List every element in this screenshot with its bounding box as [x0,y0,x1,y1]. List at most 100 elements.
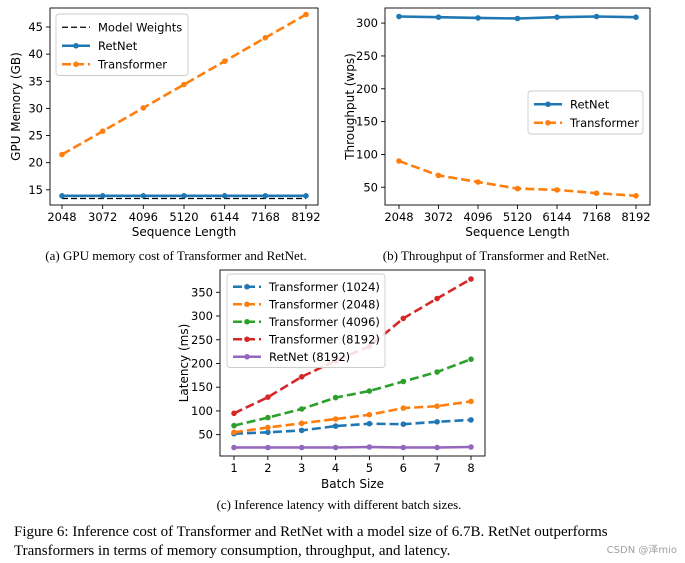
legend-label-transformer-8192: Transformer (8192) [268,332,380,346]
data-point-transformer-3072 [99,128,106,134]
data-point-retnet-8192-1 [231,444,237,451]
series-line-transformer-1024 [233,418,472,435]
data-point-transformer-2048-7 [434,403,440,410]
x-tick-label: 5 [366,461,373,475]
y-tick-label: 15 [28,183,43,197]
data-point-transformer-1024-5 [366,420,373,427]
series-transformer-2048 [231,398,474,436]
y-tick-label: 25 [28,129,43,143]
y-tick-label: 200 [191,356,213,370]
legend-marker-transformer [545,119,551,126]
x-tick-label: 8192 [291,210,320,224]
panel-b-throughput: 2048 3072 4096 5120 6144 7168 8192 50 100 150 200 2… [343,7,651,239]
x-tick-label: 7168 [251,210,280,224]
panel-c-latency: 1 2 3 4 5 6 7 8 50 100 150 200 250 300 350 Batch Size La… [177,269,486,491]
series-line-retnet-8192 [234,445,472,449]
y-tick-label: 50 [363,180,378,194]
legend-label-transformer-1024: Transformer (1024) [268,280,380,294]
data-point-transformer-2048-2 [265,424,271,431]
data-point-transformer-4096 [475,179,481,185]
legend-marker-transformer [73,61,79,68]
legend-marker-retnet [545,101,551,108]
data-point-transformer-2048-6 [400,405,407,411]
series-line-transformer-4096 [233,357,472,427]
data-point-retnet-8192-6 [400,444,407,451]
data-point-transformer-8192 [633,193,639,199]
y-tick-label: 350 [191,285,213,299]
data-point-retnet-8192-3 [298,444,305,451]
y-tick-label: 300 [191,309,213,323]
y-tick-label: 20 [28,156,43,170]
data-point-retnet-8192-2 [265,444,271,451]
legend-label-retnet-8192: RetNet (8192) [269,350,350,364]
x-tick-label: 7 [433,461,440,475]
y-tick-label: 150 [191,380,213,394]
legend-label-transformer: Transformer [569,116,639,130]
data-point-transformer-1024-4 [332,423,339,429]
data-point-transformer-2048-3 [298,420,305,427]
legend-marker-transformer-4096 [244,318,250,325]
legend-label-transformer-2048: Transformer (2048) [268,297,380,311]
data-point-retnet-8192-4 [332,444,339,451]
data-point-retnet-8192 [633,14,639,20]
data-point-transformer-2048-5 [366,411,373,418]
data-point-transformer-6144 [554,187,560,193]
series-retnet-8192 [231,444,474,451]
y-axis-label: Latency (ms) [177,324,191,403]
data-point-transformer-2048 [396,158,402,164]
data-point-transformer-5120 [181,81,187,88]
y-tick-label: 150 [356,115,378,129]
data-point-transformer-2048-4 [332,416,339,422]
y-tick-label: 250 [356,49,378,63]
data-point-transformer-4096-1 [231,422,237,429]
panel-a-gpu-memory: 2048 3072 4096 5120 6144 7168 8192 15 20 25 30 35 40… [9,7,321,239]
x-axis-label: Sequence Length [465,225,569,239]
x-tick-label: 5120 [503,210,532,224]
data-point-retnet-8192-5 [366,444,373,450]
data-point-retnet-5120 [181,193,187,199]
csdn-watermark: CSDN @泽mio [606,545,677,556]
x-tick-label: 1 [230,461,237,475]
series-transformer-4096 [231,356,474,429]
data-point-retnet-3072 [99,193,106,199]
y-tick-label: 35 [28,74,43,88]
plot-frame [219,269,486,457]
x-tick-label: 3072 [424,210,453,224]
data-point-retnet-8192 [303,193,309,199]
y-tick-label: 300 [356,16,378,30]
data-point-transformer-7168 [593,190,600,196]
data-point-transformer-4096-6 [400,378,407,385]
legend-marker-transformer-2048 [244,301,250,308]
data-point-retnet-5120 [514,15,521,22]
legend: Transformer (1024) Transformer (2048) Tran… [226,273,386,368]
series-transformer-1024 [231,417,474,437]
data-point-transformer-1024-7 [434,419,440,425]
data-point-transformer-2048-8 [468,398,474,405]
data-point-retnet-3072 [435,14,442,20]
legend-label-transformer-4096: Transformer (4096) [268,315,380,329]
x-tick-label: 3 [298,461,305,475]
legend-label-retnet: RetNet [98,39,138,53]
data-point-transformer-2048-1 [231,429,237,436]
data-point-transformer-5120 [514,185,521,192]
legend-marker-transformer-1024 [244,283,250,290]
data-point-retnet-7168 [262,193,269,199]
x-tick-label: 8192 [621,210,650,224]
data-point-transformer-4096-5 [366,388,373,394]
legend-box [55,13,189,76]
y-tick-label: 50 [198,428,213,442]
series-line-transformer-2048 [233,400,472,434]
series-transformer [396,158,639,199]
x-tick-label: 4096 [463,210,492,224]
data-point-retnet-7168 [593,13,600,20]
x-tick-label: 6 [400,461,407,475]
y-tick-label: 40 [28,47,43,61]
y-tick-label: 100 [191,404,213,418]
legend-label-model-weights: Model Weights [98,20,182,34]
series-retnet [396,13,639,22]
data-point-retnet-8192-7 [434,444,440,451]
x-tick-label: 7168 [582,210,611,224]
data-point-transformer-6144 [221,58,228,64]
x-axis-label: Batch Size [321,477,384,491]
